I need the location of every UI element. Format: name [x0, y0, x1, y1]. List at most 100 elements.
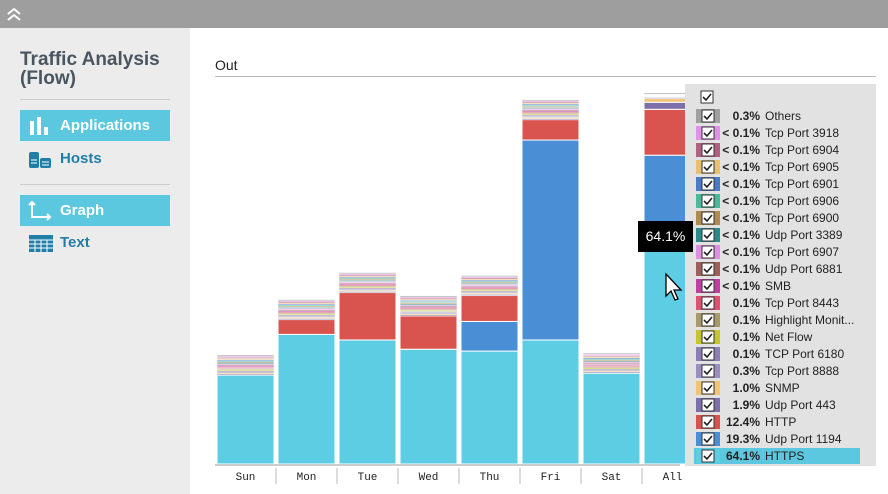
checkmark — [703, 384, 713, 393]
legend-name: Udp Port 6881 — [765, 262, 843, 276]
legend-item[interactable]: < 0.1% Udp Port 6881 — [696, 262, 843, 276]
legend-item[interactable]: 0.3% Others — [696, 109, 801, 123]
legend-item[interactable]: < 0.1% Tcp Port 6901 — [696, 177, 839, 191]
checkbox — [701, 398, 715, 412]
checkbox — [701, 126, 715, 140]
legend-item[interactable]: 0.1% TCP Port 6180 — [696, 347, 844, 361]
x-tick-label: Wed — [419, 472, 439, 484]
legend-item[interactable]: < 0.1% Tcp Port 6905 — [696, 160, 839, 174]
legend-name: Tcp Port 6901 — [765, 177, 839, 191]
bar-segment — [277, 299, 336, 301]
checkbox — [701, 160, 715, 174]
checkmark — [703, 282, 713, 291]
checkmark — [703, 146, 713, 155]
legend-value: 12.4% — [726, 415, 760, 429]
legend-item[interactable]: 0.1% Net Flow — [696, 330, 813, 344]
legend-item[interactable]: < 0.1% SMB — [696, 279, 791, 293]
checkmark — [703, 248, 713, 257]
legend-item[interactable]: 0.1% Tcp Port 8443 — [696, 296, 839, 310]
checkbox — [701, 364, 715, 378]
legend-name: Udp Port 443 — [765, 398, 836, 412]
legend-name: Tcp Port 6905 — [765, 160, 839, 174]
legend-name: HTTP — [765, 415, 796, 429]
bar-segment — [399, 348, 458, 465]
legend-name: Tcp Port 6900 — [765, 211, 839, 225]
legend-item[interactable]: < 0.1% Tcp Port 6906 — [696, 194, 839, 208]
icon — [29, 152, 51, 168]
menu-item[interactable]: Applications — [20, 110, 170, 141]
legend-value: < 0.1% — [722, 177, 760, 191]
legend-item[interactable]: 0.3% Tcp Port 8888 — [696, 364, 839, 378]
checkmark — [703, 214, 713, 223]
legend-item[interactable]: < 0.1% Tcp Port 6904 — [696, 143, 839, 157]
tooltip: 64.1% — [638, 221, 693, 252]
checkbox — [701, 449, 715, 463]
checkbox — [701, 313, 715, 327]
legend-value: 0.1% — [733, 330, 761, 344]
checkmark — [703, 350, 713, 359]
legend-item[interactable]: 1.0% SNMP — [696, 381, 800, 395]
menu-item[interactable]: Hosts — [20, 143, 170, 174]
bar-segment — [277, 333, 336, 465]
legend-name: Others — [765, 109, 801, 123]
x-tick-label: All — [663, 472, 683, 484]
legend-value: 19.3% — [726, 432, 760, 446]
checkmark — [703, 435, 713, 444]
checkmark — [703, 333, 713, 342]
bar-segment — [582, 372, 641, 465]
checkbox — [701, 143, 715, 157]
menu-item[interactable]: Text — [20, 227, 170, 258]
cursor — [665, 272, 683, 301]
legend-value: 1.0% — [733, 381, 761, 395]
bar-segment — [338, 272, 397, 274]
legend-item[interactable]: < 0.1% Tcp Port 6907 — [696, 245, 839, 259]
sidebar-title: Traffic Analysis (Flow) — [20, 49, 160, 89]
legend-item[interactable]: < 0.1% Udp Port 3389 — [696, 228, 843, 242]
menu-item[interactable]: Graph — [20, 195, 170, 226]
collapse-icon[interactable] — [5, 5, 25, 25]
bar-segment — [521, 339, 580, 465]
legend-item[interactable]: 19.3% Udp Port 1194 — [696, 432, 842, 446]
bar-segment — [399, 315, 458, 350]
checkbox — [701, 211, 715, 225]
top-bar — [0, 0, 888, 28]
legend-name: SNMP — [765, 381, 800, 395]
legend-item[interactable]: 64.1% HTTPS — [694, 448, 860, 464]
checkmark — [703, 197, 713, 206]
bar-segment — [521, 99, 580, 102]
checkbox — [700, 90, 714, 104]
legend-name: TCP Port 6180 — [765, 347, 844, 361]
checkbox — [701, 415, 715, 429]
legend-item[interactable]: < 0.1% Tcp Port 6900 — [696, 211, 839, 225]
checkbox — [701, 296, 715, 310]
legend-name: SMB — [765, 279, 791, 293]
separator — [20, 99, 170, 100]
checkmark — [703, 401, 713, 410]
checkmark — [703, 265, 713, 274]
separator — [20, 184, 170, 185]
checkmark — [702, 93, 712, 102]
icon — [29, 235, 53, 252]
legend-value: < 0.1% — [722, 228, 760, 242]
legend-name: Udp Port 1194 — [765, 432, 842, 446]
legend-item[interactable]: < 0.1% Tcp Port 3918 — [696, 126, 839, 140]
legend-value: < 0.1% — [722, 126, 760, 140]
legend-highlight — [694, 448, 860, 464]
checkmark — [703, 367, 713, 376]
bar-segment — [338, 339, 397, 465]
bar-segment — [338, 292, 397, 341]
bar-segment — [216, 354, 275, 357]
legend-item[interactable]: 0.1% Highlight Monit... — [696, 313, 854, 327]
checkbox — [701, 347, 715, 361]
checkbox — [701, 279, 715, 293]
legend-item[interactable]: 12.4% HTTP — [696, 415, 796, 429]
legend-name: HTTPS — [765, 449, 804, 463]
legend-item[interactable]: 1.9% Udp Port 443 — [696, 398, 836, 412]
checkmark — [703, 163, 713, 172]
separator — [215, 76, 876, 77]
checkmark — [703, 452, 713, 461]
legend-name: Net Flow — [765, 330, 813, 344]
bar-segment — [582, 353, 641, 355]
panel-title: Out — [215, 57, 238, 73]
